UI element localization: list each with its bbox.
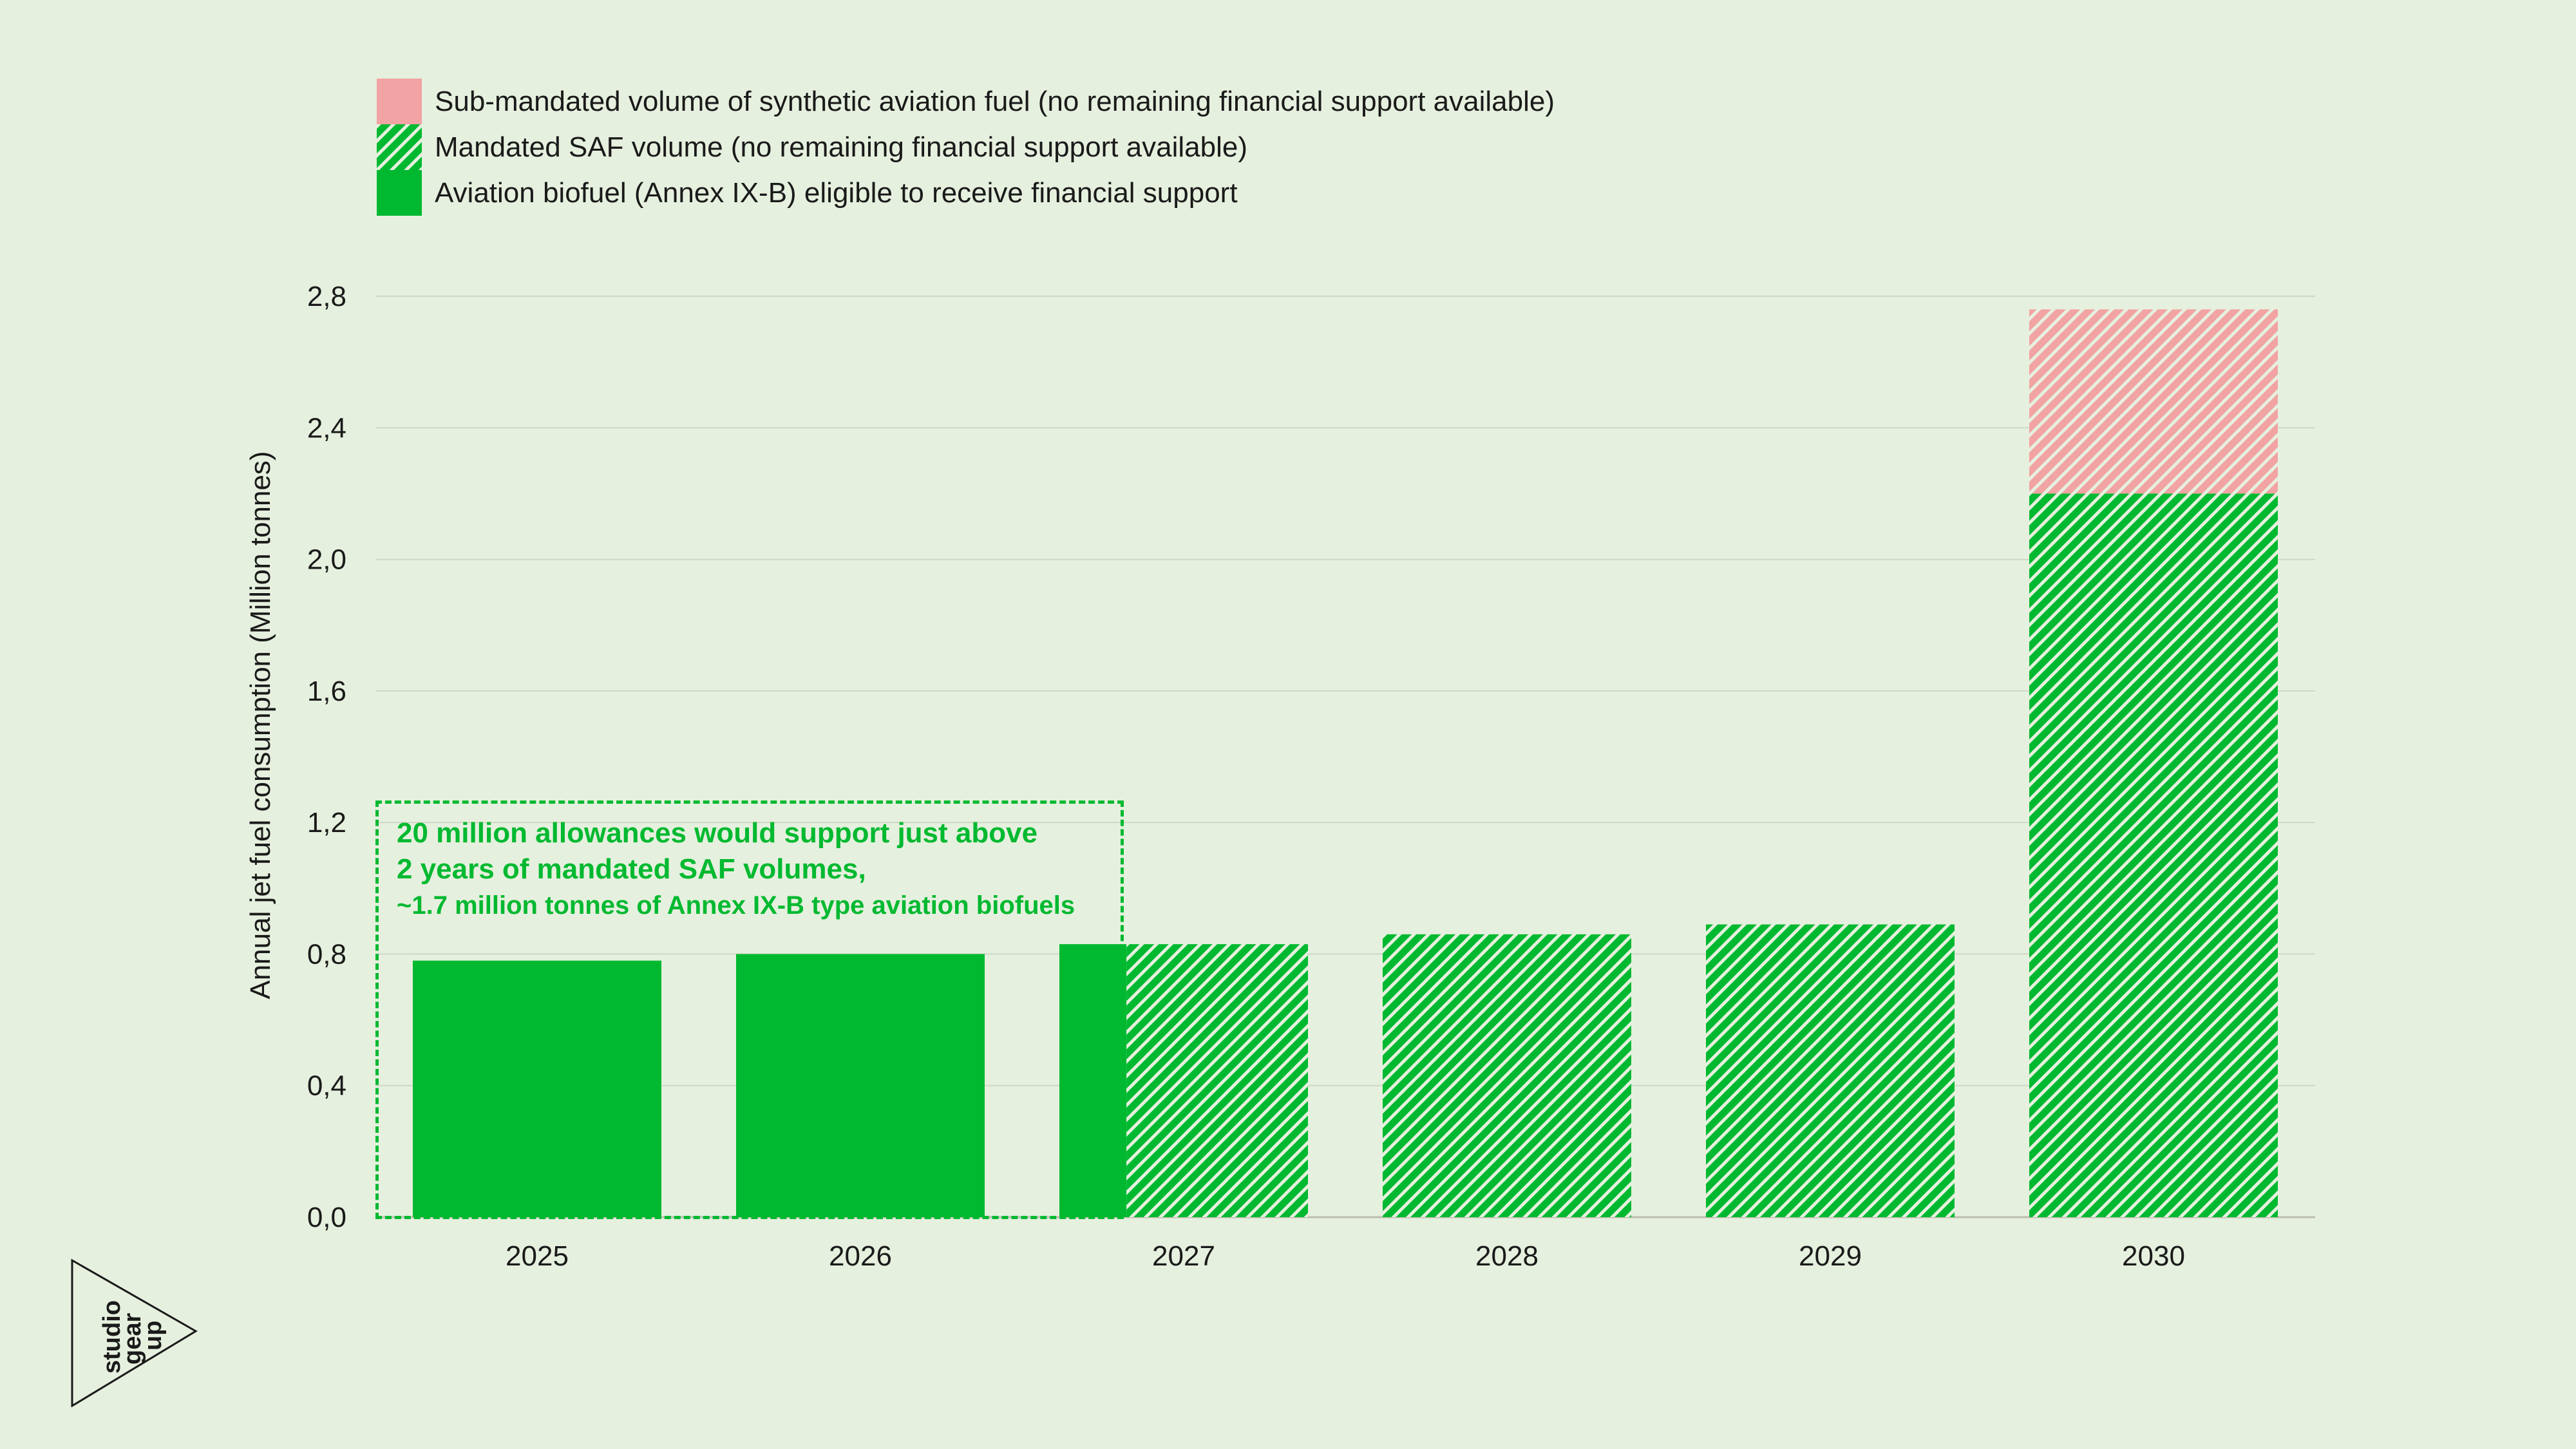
bar-segment-mandated-saf: [1706, 924, 1955, 1217]
legend-item-biofuel: Aviation biofuel (Annex IX-B) eligible t…: [377, 170, 1555, 216]
x-tick-label: 2027: [1152, 1240, 1215, 1272]
y-tick-label: 0,8: [307, 938, 346, 970]
studio-gear-up-logo: studio gear up: [71, 1259, 198, 1407]
bar-segment-sub-mandated: [2029, 309, 2278, 494]
logo-text-up: up: [140, 1321, 167, 1350]
x-tick-label: 2026: [829, 1240, 892, 1272]
bar-segment-mandated-saf: [1383, 934, 1631, 1217]
gridlines: [375, 296, 2315, 1218]
legend: Sub-mandated volume of synthetic aviatio…: [377, 79, 1555, 216]
x-tick-label: 2029: [1799, 1240, 1862, 1272]
x-tick-label: 2028: [1475, 1240, 1539, 1272]
bar-segment-biofuel: [736, 954, 985, 1217]
logo-text-gear: gear: [119, 1313, 146, 1365]
legend-item-mandated-saf: Mandated SAF volume (no remaining financ…: [377, 124, 1555, 170]
y-tick-label: 0,4: [307, 1070, 346, 1102]
bar-segment-biofuel: [1059, 944, 1127, 1217]
bar-segment-mandated-saf: [1126, 944, 1308, 1217]
x-tick-label: 2030: [2122, 1240, 2185, 1272]
bar-segment-biofuel: [413, 960, 661, 1217]
annotation-line-1: 20 million allowances would support just…: [397, 817, 1038, 849]
bars: [413, 309, 2278, 1217]
y-tick-label: 2,8: [307, 281, 346, 312]
legend-swatch-hatched-green: [377, 124, 422, 170]
legend-swatch-solid-green: [377, 170, 422, 216]
annotation-box: 20 million allowances would support just…: [375, 800, 1124, 1219]
legend-label: Mandated SAF volume (no remaining financ…: [435, 131, 1248, 163]
legend-label: Aviation biofuel (Annex IX-B) eligible t…: [435, 176, 1238, 209]
legend-swatch-pink: [377, 79, 422, 124]
annotation-line-3: ~1.7 million tonnes of Annex IX-B type a…: [397, 891, 1075, 920]
x-tick-label: 2025: [506, 1240, 569, 1272]
y-axis-title: Annual jet fuel consumption (Million ton…: [245, 451, 276, 999]
y-tick-label: 1,2: [307, 807, 346, 838]
legend-item-sub-mandated: Sub-mandated volume of synthetic aviatio…: [377, 79, 1555, 124]
bar-segment-mandated-saf: [2029, 493, 2278, 1217]
axes: 0,0 0,4 0,8 1,2 1,6 2,0 2,4 2,8 2025 2026 2027 2028…: [307, 281, 2185, 1272]
legend-label: Sub-mandated volume of synthetic aviatio…: [435, 85, 1555, 117]
y-tick-label: 0,0: [307, 1202, 346, 1233]
y-tick-label: 2,0: [307, 544, 346, 576]
y-tick-label: 2,4: [307, 412, 346, 444]
logo-text-studio: studio: [99, 1300, 126, 1374]
y-tick-label: 1,6: [307, 676, 346, 707]
y-axis-title-wrap: Annual jet fuel consumption (Million ton…: [245, 451, 277, 999]
annotation-line-2: 2 years of mandated SAF volumes,: [397, 853, 866, 885]
